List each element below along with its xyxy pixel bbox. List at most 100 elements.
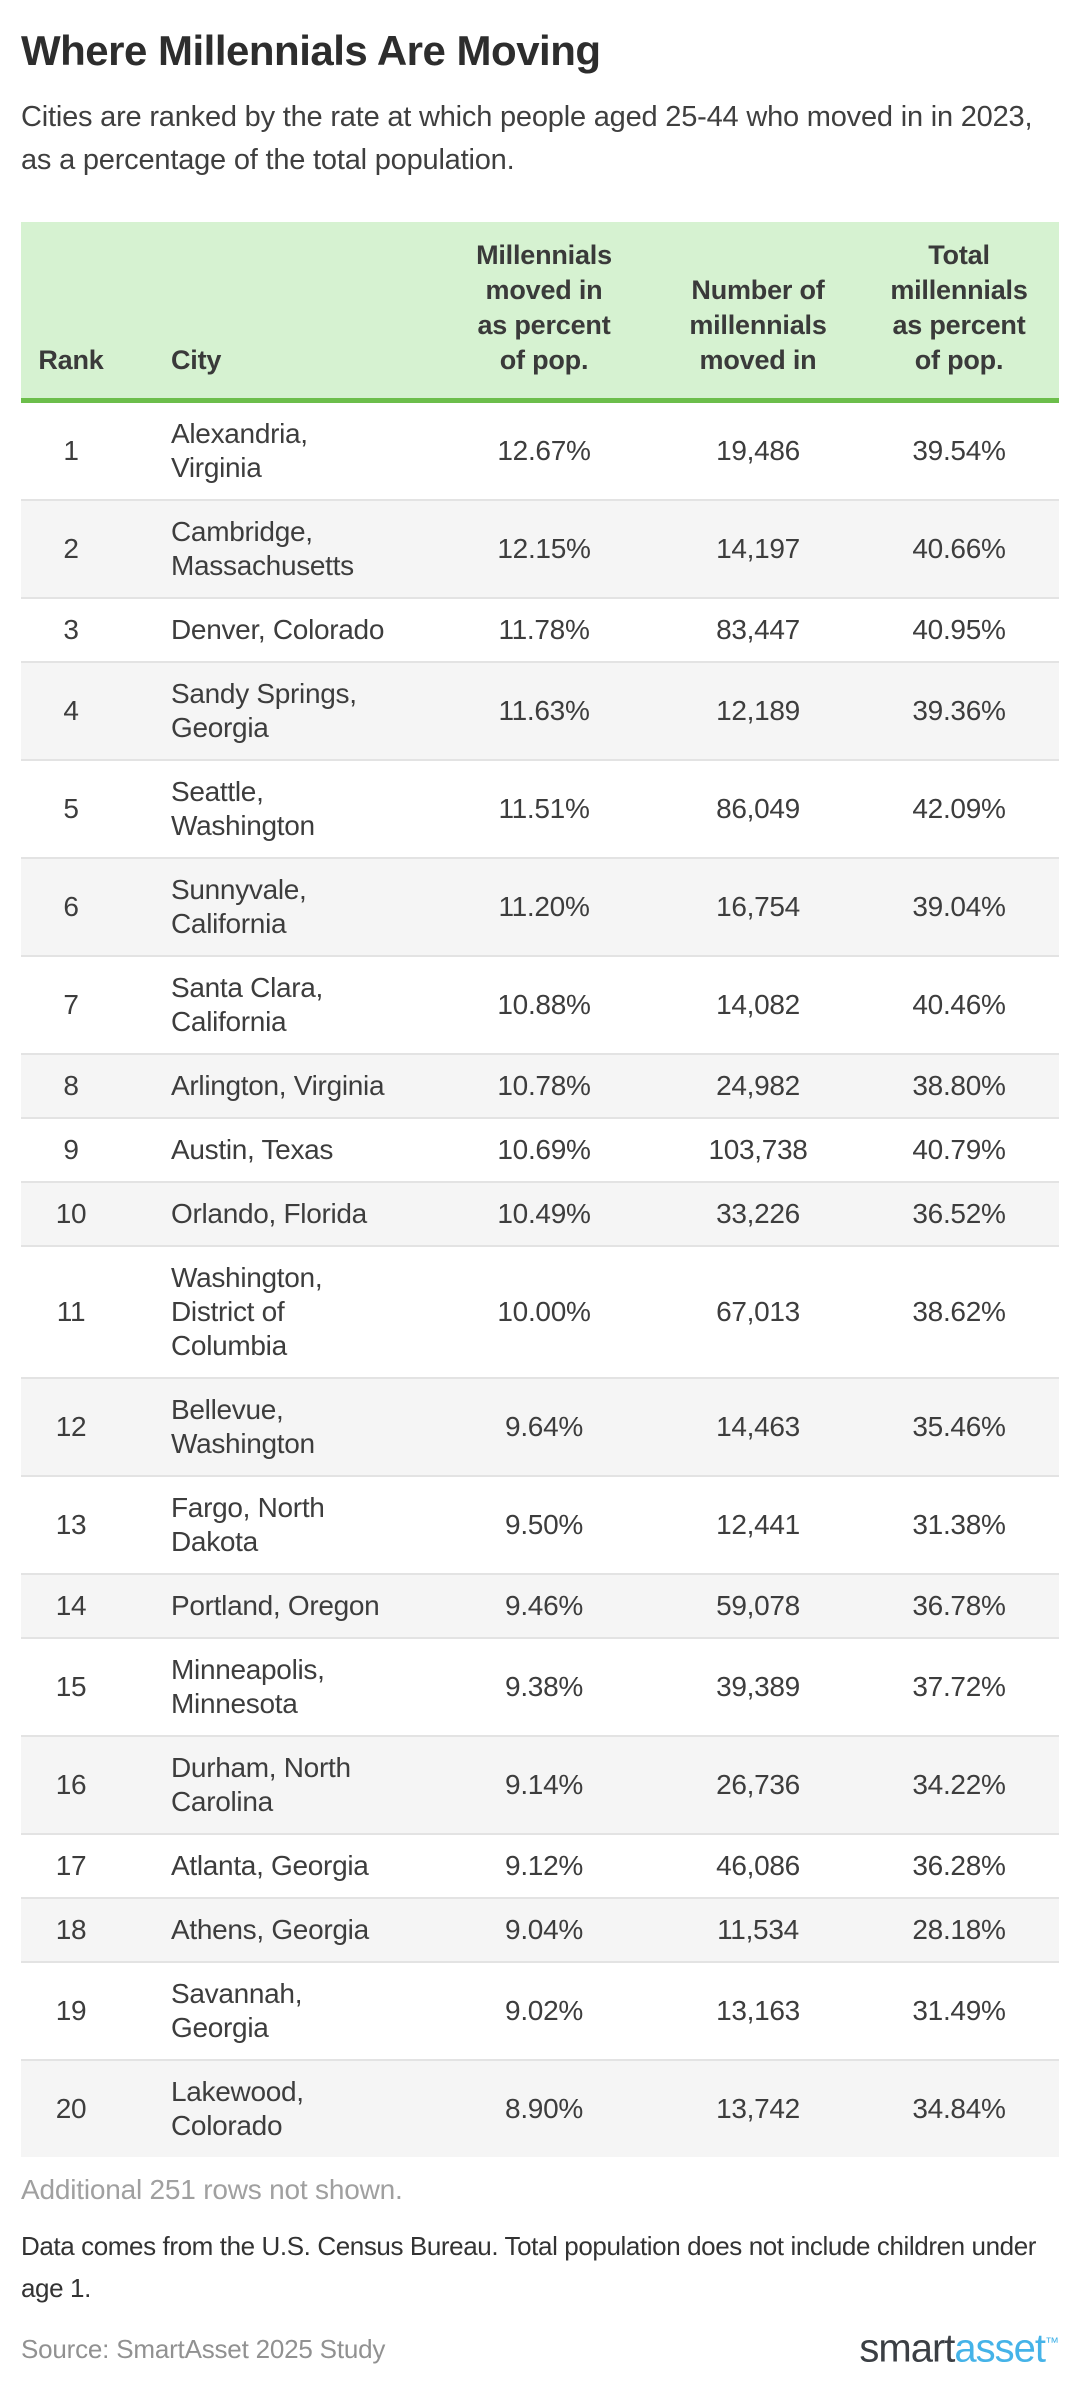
table-row: 6 Sunnyvale, California 11.20% 16,754 39… <box>21 858 1059 956</box>
table-row: 18 Athens, Georgia 9.04% 11,534 28.18% <box>21 1898 1059 1962</box>
city-cell: Sandy Springs, Georgia <box>171 678 357 743</box>
moved-pct-cell: 10.78% <box>497 1070 591 1101</box>
moved-num-cell: 86,049 <box>716 793 800 824</box>
table-row: 8 Arlington, Virginia 10.78% 24,982 38.8… <box>21 1054 1059 1118</box>
moved-pct-cell: 11.20% <box>498 891 590 922</box>
rank-cell: 8 <box>63 1070 79 1101</box>
rank-cell: 16 <box>55 1769 87 1800</box>
rank-cell: 9 <box>63 1134 79 1165</box>
city-cell: Durham, North Carolina <box>171 1752 351 1817</box>
moved-pct-cell: 10.69% <box>497 1134 591 1165</box>
smartasset-logo: smartasset™ <box>859 2319 1059 2371</box>
moved-num-cell: 67,013 <box>716 1296 800 1327</box>
moved-pct-cell: 12.15% <box>497 533 591 564</box>
table-row: 4 Sandy Springs, Georgia 11.63% 12,189 3… <box>21 662 1059 760</box>
rank-cell: 19 <box>55 1995 87 2026</box>
moved-pct-cell: 10.49% <box>497 1198 591 1229</box>
table-row: 1 Alexandria, Virginia 12.67% 19,486 39.… <box>21 401 1059 501</box>
table-row: 11 Washington, District of Columbia 10.0… <box>21 1246 1059 1378</box>
rank-cell: 11 <box>56 1296 86 1327</box>
table-row: 5 Seattle, Washington 11.51% 86,049 42.0… <box>21 760 1059 858</box>
millennials-ranking-table: Rank City Millennials moved in as percen… <box>21 222 1059 2157</box>
total-pct-cell: 34.22% <box>912 1769 1006 1800</box>
moved-num-cell: 83,447 <box>716 614 800 645</box>
logo-asset-text: asset <box>954 2326 1046 2371</box>
moved-pct-cell: 11.78% <box>498 614 590 645</box>
table-row: 3 Denver, Colorado 11.78% 83,447 40.95% <box>21 598 1059 662</box>
total-pct-cell: 39.04% <box>912 891 1006 922</box>
moved-pct-cell: 9.04% <box>505 1914 583 1945</box>
column-header-city: City <box>121 222 431 403</box>
rank-cell: 13 <box>55 1509 87 1540</box>
table-row: 12 Bellevue, Washington 9.64% 14,463 35.… <box>21 1378 1059 1476</box>
rank-cell: 17 <box>55 1850 87 1881</box>
moved-pct-cell: 10.00% <box>497 1296 591 1327</box>
total-pct-cell: 39.36% <box>912 695 1006 726</box>
additional-rows-note: Additional 251 rows not shown. <box>21 2174 403 2205</box>
moved-num-cell: 12,189 <box>716 695 800 726</box>
table-row: 10 Orlando, Florida 10.49% 33,226 36.52% <box>21 1182 1059 1246</box>
moved-num-cell: 11,534 <box>717 1914 799 1945</box>
table-header-row: Rank City Millennials moved in as percen… <box>21 222 1059 403</box>
city-cell: Athens, Georgia <box>171 1914 369 1945</box>
total-pct-cell: 37.72% <box>912 1671 1006 1702</box>
moved-pct-cell: 9.02% <box>505 1995 583 2026</box>
table-row: 13 Fargo, North Dakota 9.50% 12,441 31.3… <box>21 1476 1059 1574</box>
city-cell: Santa Clara, California <box>171 972 324 1037</box>
total-pct-cell: 38.62% <box>912 1296 1006 1327</box>
rank-cell: 14 <box>55 1590 87 1621</box>
moved-num-cell: 13,163 <box>716 1995 800 2026</box>
city-cell: Denver, Colorado <box>171 614 385 645</box>
table-row: 20 Lakewood, Colorado 8.90% 13,742 34.84… <box>21 2060 1059 2157</box>
moved-num-cell: 13,742 <box>716 2093 800 2124</box>
logo-trademark: ™ <box>1045 2334 1059 2350</box>
rank-cell: 18 <box>55 1914 87 1945</box>
table-header: Rank City Millennials moved in as percen… <box>21 222 1059 403</box>
source-text: Source: SmartAsset 2025 Study <box>21 2334 386 2365</box>
rank-cell: 7 <box>63 989 79 1020</box>
moved-num-cell: 14,082 <box>716 989 800 1020</box>
rank-cell: 15 <box>55 1671 87 1702</box>
total-pct-cell: 34.84% <box>912 2093 1006 2124</box>
rank-cell: 1 <box>63 435 79 466</box>
source-row: Source: SmartAsset 2025 Study smartasset… <box>21 2319 1059 2371</box>
total-pct-cell: 31.49% <box>912 1995 1006 2026</box>
city-cell: Alexandria, Virginia <box>171 418 308 483</box>
total-pct-cell: 40.46% <box>912 989 1006 1020</box>
moved-pct-cell: 9.38% <box>505 1671 583 1702</box>
total-pct-cell: 40.79% <box>912 1134 1006 1165</box>
moved-pct-cell: 11.63% <box>498 695 590 726</box>
city-cell: Minneapolis, Minnesota <box>171 1654 325 1719</box>
table-row: 2 Cambridge, Massachusetts 12.15% 14,197… <box>21 500 1059 598</box>
city-cell: Seattle, Washington <box>171 776 315 841</box>
rank-cell: 2 <box>63 533 79 564</box>
total-pct-cell: 42.09% <box>912 793 1006 824</box>
table-row: 9 Austin, Texas 10.69% 103,738 40.79% <box>21 1118 1059 1182</box>
moved-pct-cell: 9.64% <box>505 1411 583 1442</box>
total-pct-cell: 39.54% <box>912 435 1006 466</box>
rank-cell: 20 <box>55 2093 87 2124</box>
moved-pct-cell: 11.51% <box>498 793 590 824</box>
city-cell: Sunnyvale, California <box>171 874 307 939</box>
table-body: 1 Alexandria, Virginia 12.67% 19,486 39.… <box>21 401 1059 2157</box>
moved-pct-cell: 10.88% <box>497 989 591 1020</box>
page: Where Millennials Are Moving Cities are … <box>0 26 1080 2371</box>
total-pct-cell: 35.46% <box>912 1411 1006 1442</box>
column-header-moved-num: Number of millennials moved in <box>657 222 859 403</box>
moved-num-cell: 46,086 <box>716 1850 800 1881</box>
column-header-total-pct: Total millennials as percent of pop. <box>859 222 1059 403</box>
city-cell: Orlando, Florida <box>171 1198 367 1229</box>
rank-cell: 10 <box>55 1198 87 1229</box>
total-pct-cell: 38.80% <box>912 1070 1006 1101</box>
moved-num-cell: 16,754 <box>716 891 800 922</box>
city-cell: Washington, District of Columbia <box>171 1262 323 1361</box>
moved-num-cell: 59,078 <box>716 1590 800 1621</box>
moved-num-cell: 14,197 <box>716 533 800 564</box>
moved-num-cell: 12,441 <box>716 1509 800 1540</box>
column-header-moved-pct: Millennials moved in as percent of pop. <box>431 222 657 403</box>
column-header-rank: Rank <box>21 222 121 403</box>
moved-pct-cell: 8.90% <box>505 2093 583 2124</box>
moved-num-cell: 33,226 <box>716 1198 800 1229</box>
total-pct-cell: 36.52% <box>912 1198 1006 1229</box>
city-cell: Savannah, Georgia <box>171 1978 303 2043</box>
